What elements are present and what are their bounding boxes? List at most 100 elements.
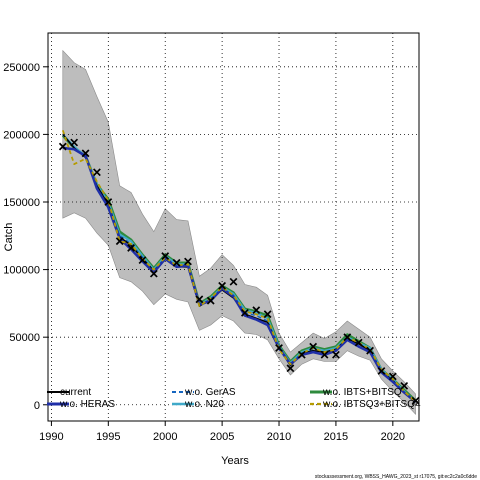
observed-point-stroke (297, 350, 306, 359)
observed-points-layer (58, 138, 420, 405)
legend-label: w.o. IBTS+BITSQ (322, 387, 402, 398)
confidence-band-layer (62, 49, 416, 415)
observed-point-stroke (411, 396, 420, 405)
observed-point-stroke (127, 244, 135, 252)
y-tick-label: 0 (34, 400, 40, 412)
y-axis: 0 50000 100000 150000 200000 250000 (3, 62, 48, 412)
observed-point-stroke (70, 138, 79, 147)
legend-label: current (60, 387, 91, 398)
legend-label: w.o. HERAS (59, 399, 115, 410)
observed-point-stroke (275, 344, 283, 352)
observed-point-stroke (366, 346, 374, 355)
x-tick-label: 1990 (39, 431, 63, 443)
observed-point (240, 308, 249, 317)
observed-point-stroke (400, 381, 409, 390)
y-tick-label: 150000 (3, 197, 40, 209)
observed-point (332, 350, 340, 359)
x-tick-label: 2020 (381, 431, 405, 443)
observed-point-stroke (240, 308, 249, 317)
observed-point (172, 258, 181, 267)
observed-point (70, 138, 79, 147)
x-tick-label: 2005 (210, 431, 234, 443)
confidence-band (62, 49, 416, 415)
observed-point (127, 244, 135, 252)
observed-point (81, 149, 90, 158)
observed-point (218, 281, 227, 290)
observed-point (93, 168, 101, 177)
y-tick-label: 50000 (9, 332, 40, 344)
observed-point-stroke (320, 350, 329, 359)
observed-point (263, 310, 272, 319)
observed-point-stroke (184, 257, 192, 266)
observed-point-stroke (149, 269, 158, 278)
observed-point-stroke (263, 310, 272, 319)
series-line-5 (61, 130, 417, 403)
y-tick-label: 100000 (3, 265, 40, 277)
observed-point (309, 342, 318, 351)
x-axis-label: Years (221, 455, 249, 467)
observed-point-stroke (388, 372, 397, 381)
observed-point (229, 277, 238, 286)
legend-label: w.o. N20 (184, 399, 224, 410)
observed-point (366, 346, 374, 355)
legend-item-0: current (47, 387, 91, 398)
x-tick-label: 2000 (153, 431, 177, 443)
x-tick-label: 2010 (267, 431, 291, 443)
observed-point (377, 367, 386, 375)
observed-point (161, 252, 170, 260)
observed-point-stroke (115, 237, 124, 246)
legend-item-2: w.o. GerAS (172, 387, 236, 398)
legend-item-4: w.o. IBTS+BITSQ (310, 387, 402, 398)
observed-point-stroke (138, 256, 147, 265)
observed-point-stroke (332, 350, 340, 359)
observed-point (411, 396, 420, 405)
observed-point (354, 338, 363, 347)
observed-point-stroke (229, 277, 238, 286)
observed-point (138, 256, 147, 265)
observed-point (400, 381, 409, 390)
observed-point (275, 344, 283, 352)
observed-point (206, 296, 215, 305)
observed-point (297, 350, 306, 359)
observed-point (343, 333, 352, 342)
footer-credit: stockassessment.org, WBSS_HAWG_2023_st r… (315, 474, 477, 480)
legend-label: w.o. GerAS (184, 387, 236, 398)
plot-frame (47, 32, 420, 422)
x-tick-label: 1995 (96, 431, 120, 443)
observed-point-stroke (161, 252, 170, 260)
legend-item-1: w.o. HERAS (47, 399, 115, 410)
observed-point-stroke (104, 198, 113, 206)
legend-item-3: w.o. N20 (172, 399, 224, 410)
observed-point (388, 372, 397, 381)
observed-point-stroke (172, 258, 181, 267)
observed-point-stroke (286, 364, 295, 373)
grid-layer (48, 33, 419, 421)
observed-point (195, 295, 204, 304)
observed-point (320, 350, 329, 359)
observed-point-stroke (309, 342, 318, 351)
observed-point (184, 257, 192, 266)
observed-point-stroke (218, 281, 227, 290)
observed-point (104, 198, 113, 206)
observed-point-stroke (195, 295, 204, 304)
observed-point (58, 142, 67, 151)
observed-point (115, 237, 124, 246)
observed-point-stroke (206, 296, 215, 305)
observed-point-stroke (81, 149, 90, 158)
observed-point (252, 306, 261, 315)
observed-point-stroke (58, 142, 67, 151)
legend-label: w.o. IBTSQ3+BITSQ4 (322, 399, 421, 410)
series-line-2 (62, 133, 417, 403)
observed-point-stroke (252, 306, 261, 315)
observed-point-stroke (93, 168, 101, 177)
y-tick-label: 200000 (3, 129, 40, 141)
observed-point (286, 364, 295, 373)
observed-point-stroke (377, 367, 386, 375)
y-tick-label: 250000 (3, 62, 40, 74)
y-axis-label: Catch (3, 223, 15, 252)
x-axis: 1990 1995 2000 2005 2010 2015 2020 (39, 421, 405, 443)
observed-point-stroke (354, 338, 363, 347)
x-tick-label: 2015 (324, 431, 348, 443)
